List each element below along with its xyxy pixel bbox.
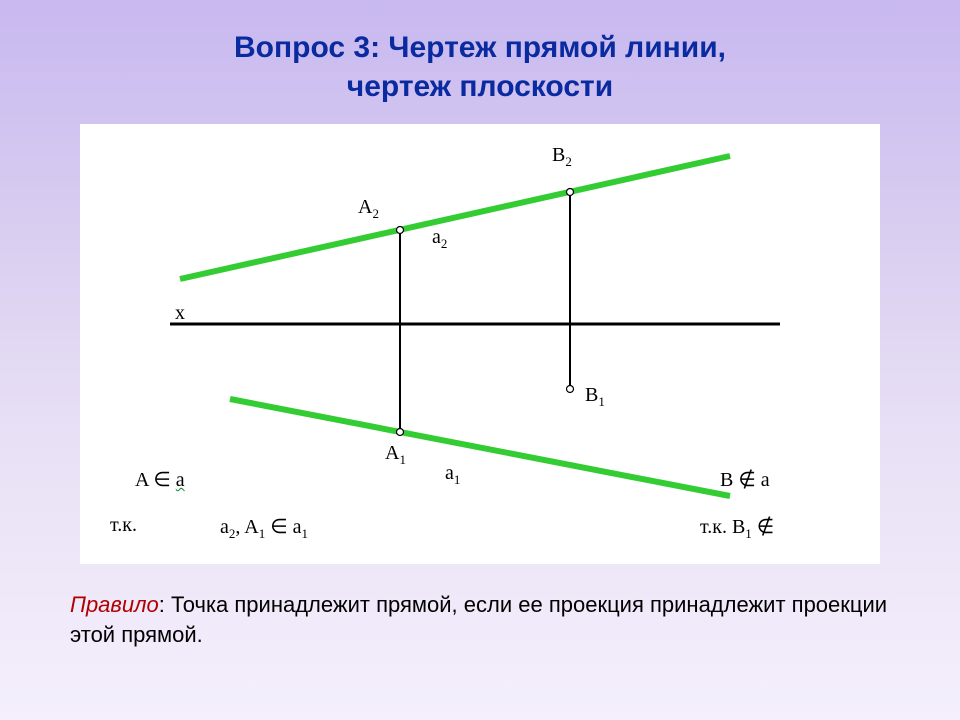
rule-paragraph: Правило: Точка принадлежит прямой, если … <box>70 590 890 649</box>
label-A1: A1 <box>385 442 406 468</box>
title-line-2: чертеж плоскости <box>347 70 613 103</box>
A-in-a: A ∈ a <box>135 467 185 492</box>
tk-left: т.к. <box>110 514 137 537</box>
label-A2: A2 <box>358 196 379 222</box>
label-x: x <box>175 302 185 325</box>
label-a1: a1 <box>445 462 460 488</box>
bottom-formula-right: т.к. B1 ∉ <box>700 514 774 542</box>
B-notin-a: B ∉ a <box>720 467 770 492</box>
label-B1: B1 <box>585 384 605 410</box>
bottom-formula-left: a2, A1 ∈ a1 <box>220 514 308 542</box>
diagram-region: x A2 B2 a2 A1 B1 a1 A ∈ a B ∉ a т.к. a2,… <box>80 124 880 564</box>
title-line-1: Вопрос 3: Чертеж прямой линии, <box>234 31 726 64</box>
rule-label: Правило <box>70 592 159 617</box>
label-a2: a2 <box>432 226 447 252</box>
diagram-svg <box>80 124 880 564</box>
label-B2: B2 <box>552 144 572 170</box>
rule-text: : Точка принадлежит прямой, если ее прое… <box>70 592 887 647</box>
page-title: Вопрос 3: Чертеж прямой линии, чертеж пл… <box>0 0 960 106</box>
